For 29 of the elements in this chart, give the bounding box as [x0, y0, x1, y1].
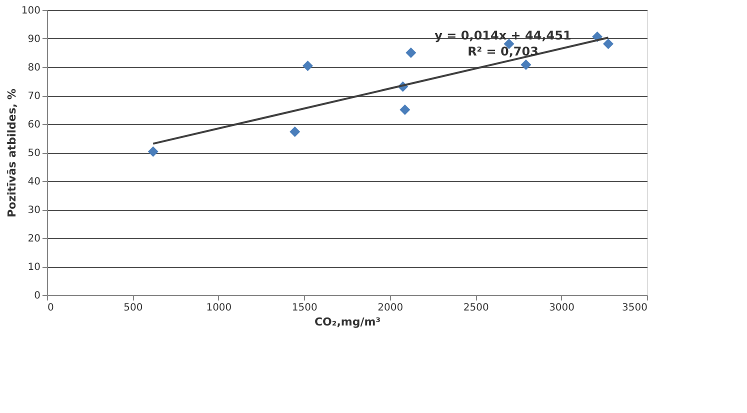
y-tick-label: 30 [28, 205, 40, 216]
y-tick-label: 20 [28, 234, 40, 244]
x-tick-label: 0 [48, 302, 54, 314]
y-tick-label: 70 [28, 91, 40, 102]
y-tick-label: 0 [34, 290, 40, 302]
point [290, 126, 300, 137]
point [603, 38, 614, 50]
point [400, 104, 410, 115]
point [148, 146, 158, 157]
annotation: R² = 0,703 [468, 44, 538, 59]
x-axis-title: CO₂,mg/m³ [314, 316, 381, 328]
y-tick-label: 100 [21, 6, 40, 16]
y-tick-label: 50 [28, 148, 40, 159]
y-tick-label: 60 [28, 120, 40, 130]
x-tick-label: 3500 [622, 302, 648, 314]
x-tick-label: 500 [124, 302, 143, 314]
y-tick-label: 80 [28, 62, 40, 74]
point [520, 59, 532, 70]
point [406, 48, 416, 58]
x-tick-label: 1000 [206, 302, 232, 314]
y-tick-label: 10 [28, 262, 40, 273]
x-tick-label: 1500 [292, 302, 318, 314]
y-axis-title: Pozitīvās atbildes, % [5, 88, 18, 218]
point [302, 60, 313, 72]
x-tick-label: 2500 [463, 302, 489, 314]
y-tick-label: 40 [28, 176, 40, 188]
x-tick-label: 2000 [378, 302, 404, 314]
y-tick-label: 90 [28, 34, 40, 45]
x-tick-label: 3000 [549, 302, 575, 314]
